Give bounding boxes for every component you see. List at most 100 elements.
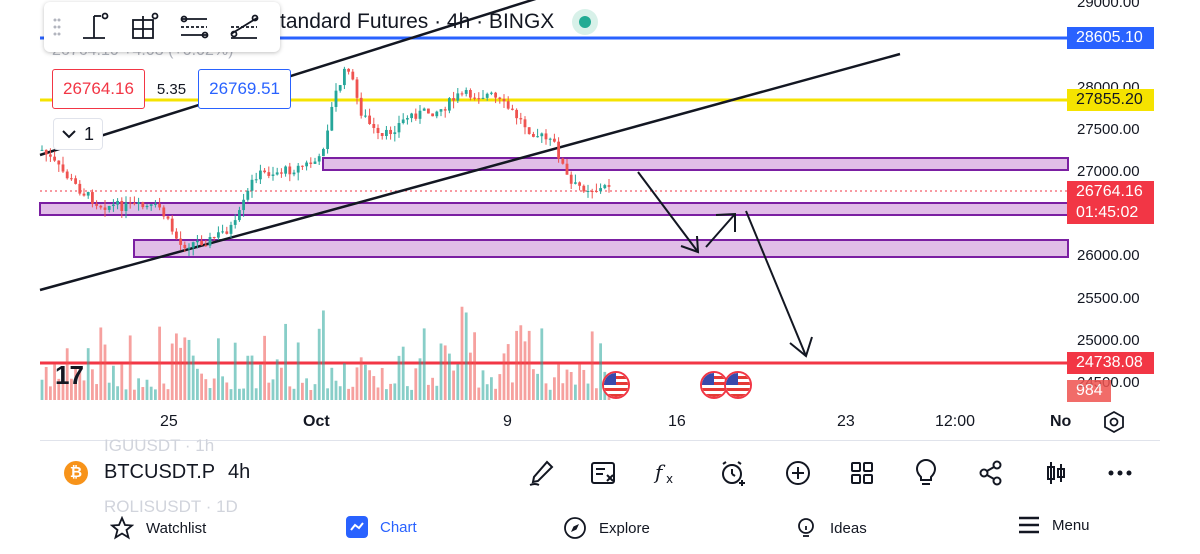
volume-bar xyxy=(49,386,52,400)
interval-selector[interactable]: 4h xyxy=(228,461,251,483)
candle-body xyxy=(553,138,556,142)
candle-body xyxy=(250,179,254,191)
candle-body xyxy=(229,224,233,234)
layouts-icon[interactable] xyxy=(845,456,879,490)
volume-bar xyxy=(578,363,581,400)
volume-bar xyxy=(590,331,594,400)
volume-bar xyxy=(439,343,443,400)
time-axis-label: 12:00 xyxy=(935,413,976,430)
candle-body xyxy=(208,237,212,246)
candle-body xyxy=(263,170,266,173)
volume-bar xyxy=(410,389,413,400)
nav-menu[interactable]: Menu xyxy=(1018,516,1090,534)
candle-body xyxy=(154,203,157,205)
settings-icon[interactable] xyxy=(1102,410,1126,439)
upper-channel-line[interactable] xyxy=(39,0,548,157)
add-icon[interactable] xyxy=(781,456,815,490)
volume-bar xyxy=(481,370,485,400)
chart-area[interactable]: 29000.00 28000.00 27500.00 27000.00 2600… xyxy=(0,0,1200,440)
volume-bar xyxy=(53,364,56,400)
more-icon[interactable] xyxy=(1103,456,1137,490)
volume-bar xyxy=(191,355,195,400)
candle-body xyxy=(561,158,565,164)
bitcoin-icon[interactable]: ₿ xyxy=(64,461,88,485)
resistance-zone[interactable] xyxy=(322,157,1069,171)
hamburger-icon xyxy=(1019,516,1039,534)
candle-body xyxy=(359,97,363,116)
market-status-dot[interactable] xyxy=(572,9,598,35)
candle-body xyxy=(162,207,166,217)
chart-title[interactable]: tandard Futures · 4h · BINGX xyxy=(280,10,555,33)
candle-body xyxy=(74,178,77,184)
candle-body xyxy=(376,127,380,134)
volume-bar xyxy=(548,389,552,400)
candle-body xyxy=(368,115,371,125)
forecast-icon[interactable] xyxy=(226,9,262,45)
volume-bar xyxy=(523,341,527,400)
candle-body xyxy=(103,207,107,210)
volume-bar xyxy=(544,383,548,400)
candle-body xyxy=(443,109,447,111)
symbol-name[interactable]: BTCUSDT.P xyxy=(104,461,216,483)
volume-bar xyxy=(485,384,489,400)
candle-body xyxy=(578,182,581,186)
middle-zone[interactable] xyxy=(39,202,1069,216)
volume-bar xyxy=(179,347,182,400)
candle-type-icon[interactable] xyxy=(1039,456,1073,490)
bid-price-button[interactable]: 26764.16 xyxy=(52,69,145,109)
volume-bar xyxy=(380,367,384,400)
lower-channel-line[interactable] xyxy=(39,52,901,292)
us-flag-event-icon[interactable] xyxy=(724,371,752,399)
candle-body xyxy=(65,171,69,179)
yellow-level-label[interactable]: 27855.20 xyxy=(1067,89,1154,111)
object-tree-icon[interactable] xyxy=(586,456,620,490)
vertical-measure-icon[interactable] xyxy=(76,9,112,45)
candle-body xyxy=(40,149,44,151)
ask-price-button[interactable]: 26769.51 xyxy=(198,69,292,109)
projection-arrows[interactable] xyxy=(637,171,813,358)
crosshair-measure-icon[interactable] xyxy=(126,9,162,45)
brush-icon[interactable] xyxy=(524,456,558,490)
indicators-collapse-button[interactable]: 1 xyxy=(53,118,103,150)
svg-text:f: f xyxy=(653,460,666,484)
alert-clock-icon[interactable] xyxy=(716,456,750,490)
candle-body xyxy=(548,138,552,140)
share-icon[interactable] xyxy=(974,456,1008,490)
candle-body xyxy=(439,109,443,112)
candle-body xyxy=(338,85,342,91)
volume-bar xyxy=(343,363,346,400)
candle-body xyxy=(204,245,208,247)
candle-body xyxy=(330,106,334,131)
support-zone[interactable] xyxy=(133,239,1069,258)
candle-body xyxy=(595,191,598,193)
faded-watchlist-row: IGUUSDT · 1h xyxy=(104,436,215,455)
nav-explore[interactable]: Explore xyxy=(563,516,650,540)
path-icon[interactable] xyxy=(176,9,212,45)
red-level-label[interactable]: 24738.08 xyxy=(1067,352,1154,374)
candle-body xyxy=(238,210,241,221)
star-icon xyxy=(110,516,134,540)
candle-body xyxy=(225,231,229,234)
volume-bar xyxy=(99,327,103,400)
nav-watchlist[interactable]: Watchlist xyxy=(110,516,206,540)
us-flag-event-icon[interactable] xyxy=(602,371,630,399)
volume-bar xyxy=(322,310,325,400)
us-flag-event-icon[interactable] xyxy=(700,371,728,399)
candle-body xyxy=(78,183,82,194)
blue-level-label[interactable]: 28605.10 xyxy=(1067,27,1154,49)
volume-bar xyxy=(334,380,338,400)
candle-body xyxy=(607,185,611,187)
volume-bar xyxy=(515,330,518,400)
drag-handle-icon[interactable] xyxy=(52,9,62,45)
candle-body xyxy=(170,218,174,232)
ideas-bulb-icon[interactable] xyxy=(909,456,943,490)
candle-body xyxy=(523,119,527,128)
volume-bar xyxy=(368,370,371,400)
nav-ideas[interactable]: Ideas xyxy=(794,516,867,540)
candle-body xyxy=(460,93,464,95)
price-chart[interactable] xyxy=(0,0,1200,440)
tradingview-logo[interactable]: 17 xyxy=(55,360,84,390)
volume-bar xyxy=(477,387,481,400)
nav-chart[interactable]: Chart xyxy=(346,516,417,538)
